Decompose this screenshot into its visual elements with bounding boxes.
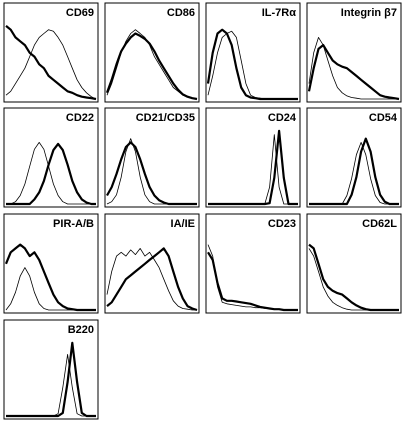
panel-frame (306, 2, 402, 103)
histogram-line (208, 134, 298, 205)
panel-label: CD23 (268, 218, 296, 230)
panel-label: CD86 (167, 7, 195, 19)
panel-label: PIR-A/B (53, 218, 94, 230)
histogram-line (207, 244, 298, 311)
panel-label: CD24 (268, 112, 297, 124)
panel-frame (306, 107, 402, 208)
histogram-line (208, 129, 298, 206)
histogram-line (106, 29, 198, 100)
histogram-line (207, 251, 298, 312)
histogram-line (6, 353, 96, 417)
panel-frame (3, 319, 99, 420)
panel-frame (205, 107, 301, 208)
histogram-line (106, 247, 197, 311)
panel-frame (3, 2, 99, 103)
panel-label: IL-7Rα (262, 7, 297, 19)
histogram-line (105, 32, 198, 101)
panel-label: CD22 (66, 112, 94, 124)
histogram-line (106, 247, 198, 312)
histogram-line (4, 243, 96, 312)
panel-label: CD21/CD35 (136, 112, 195, 124)
histogram-line (206, 28, 298, 101)
panel-label: CD54 (369, 112, 398, 124)
panel-frame (205, 213, 301, 314)
panel-frame (3, 107, 99, 208)
histogram-line (307, 43, 400, 101)
panel-label: IA/IE (171, 218, 195, 230)
histogram-line (106, 138, 197, 205)
panel-frame (205, 2, 301, 103)
panel-frame (3, 213, 99, 314)
histogram-line (6, 142, 96, 206)
panel-label: CD62L (362, 218, 397, 230)
panel-frame (104, 213, 200, 314)
histogram-line (5, 25, 97, 101)
panel-frame (104, 2, 200, 103)
histogram-line (308, 243, 399, 312)
panel-frame (306, 213, 402, 314)
histogram-line (207, 30, 298, 100)
histogram-line (106, 141, 197, 206)
panel-label: B220 (68, 324, 94, 336)
panel-label: Integrin β7 (341, 7, 397, 19)
histogram-line (309, 141, 399, 205)
histogram-line (309, 137, 399, 206)
histogram-line (6, 141, 96, 205)
panel-frame (104, 107, 200, 208)
histogram-line (6, 341, 96, 418)
histogram-line (5, 29, 97, 100)
panel-label: CD69 (66, 7, 94, 19)
